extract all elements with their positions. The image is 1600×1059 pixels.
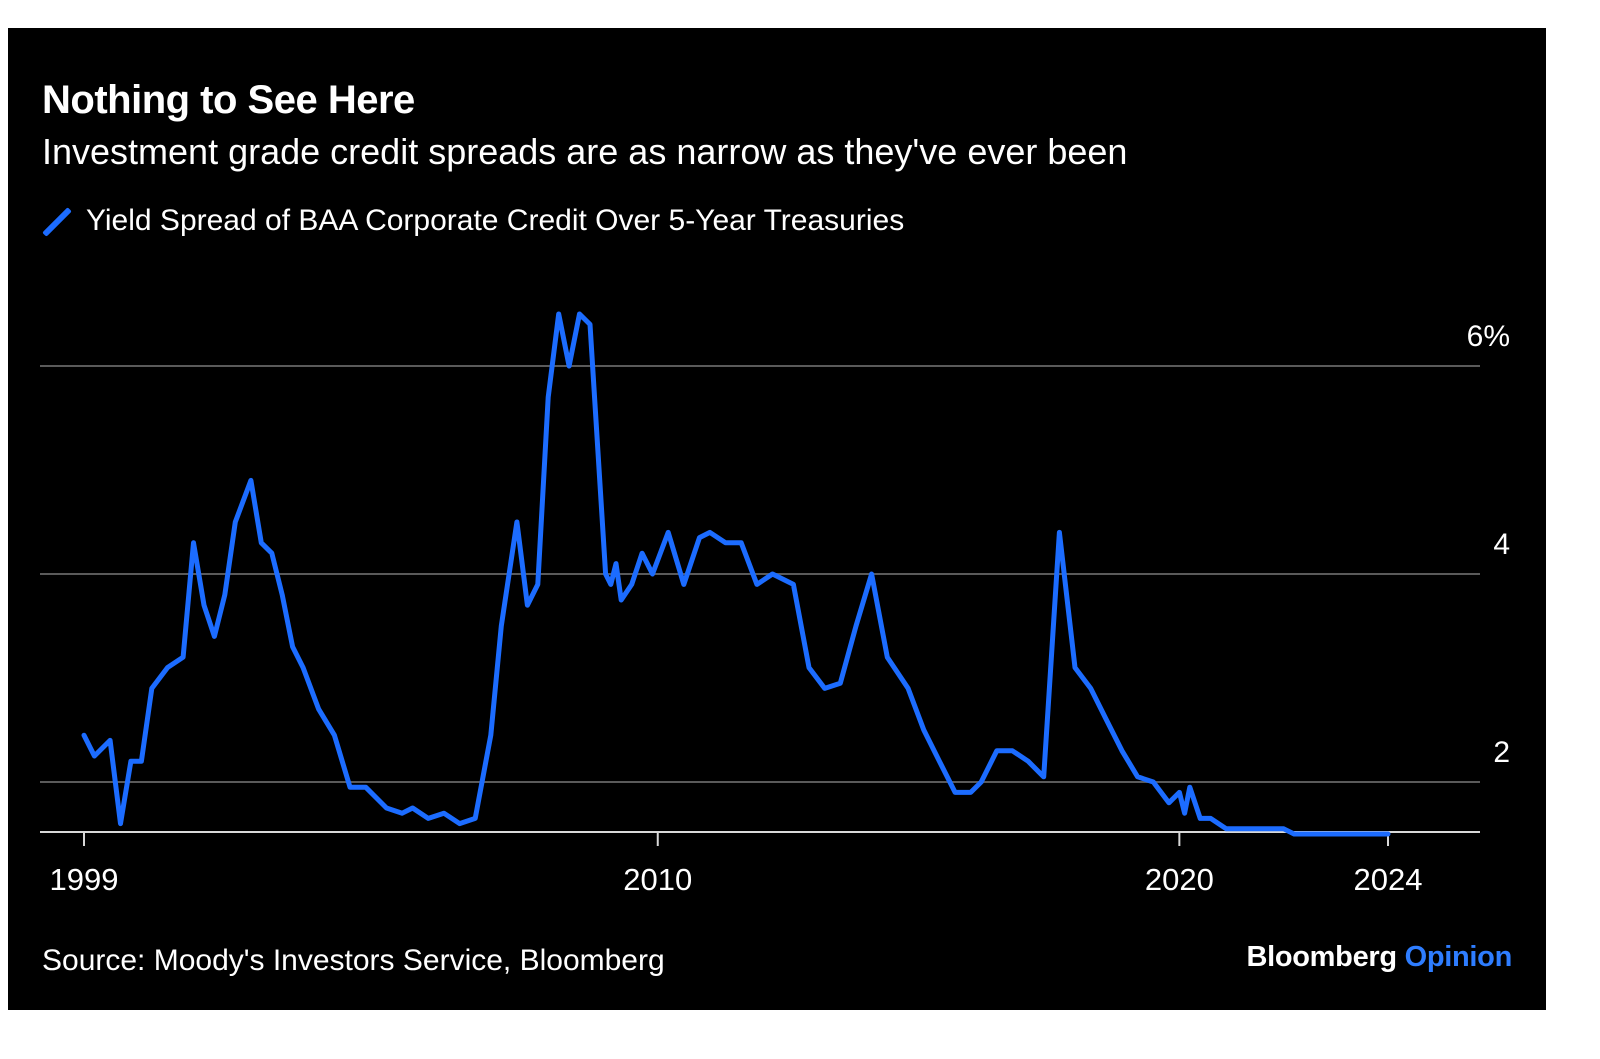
y-tick-label-6: 6% bbox=[1467, 320, 1510, 353]
line-chart: 6% 4 2 1999 2010 2020 2024 bbox=[40, 311, 1510, 897]
chart-legend: Yield Spread of BAA Corporate Credit Ove… bbox=[42, 204, 904, 238]
grid-layer bbox=[40, 365, 1480, 783]
chart-panel: Nothing to See Here Investment grade cre… bbox=[8, 28, 1546, 1010]
x-tick-label-2020: 2020 bbox=[1145, 862, 1214, 897]
source-note: Source: Moody's Investors Service, Bloom… bbox=[42, 944, 665, 977]
y-tick-label-4: 4 bbox=[1493, 528, 1510, 561]
brand-primary: Bloomberg bbox=[1246, 941, 1397, 973]
series-layer bbox=[81, 311, 1391, 837]
x-tick-label-2010: 2010 bbox=[623, 862, 692, 897]
chart-subtitle: Investment grade credit spreads are as n… bbox=[42, 131, 1128, 172]
brand-accent: Opinion bbox=[1404, 941, 1513, 973]
x-tick-label-1999: 1999 bbox=[50, 862, 119, 897]
axis-layer: 6% 4 2 1999 2010 2020 2024 bbox=[40, 320, 1510, 897]
legend-label: Yield Spread of BAA Corporate Credit Ove… bbox=[86, 204, 905, 237]
brand-logo: Bloomberg Opinion bbox=[1246, 941, 1512, 974]
x-tick-label-2024: 2024 bbox=[1354, 862, 1423, 897]
chart-title: Nothing to See Here bbox=[42, 78, 415, 122]
y-tick-label-2: 2 bbox=[1493, 736, 1510, 769]
